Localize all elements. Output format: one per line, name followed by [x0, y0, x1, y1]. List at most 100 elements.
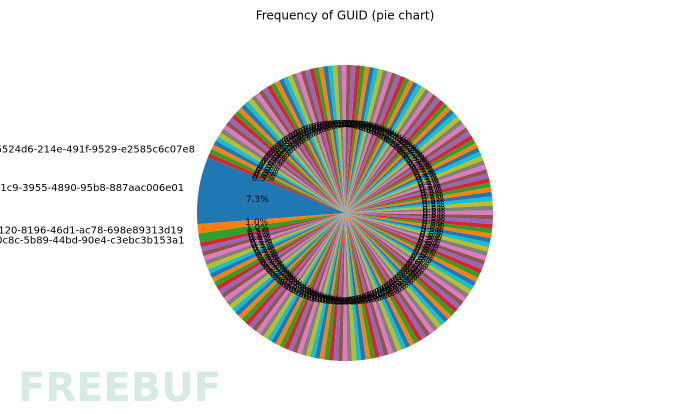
value-label: 0.5%: [418, 236, 441, 246]
pie-slice: [345, 112, 458, 213]
value-label: 0.5%: [384, 282, 407, 292]
value-label: 0.5%: [322, 120, 345, 130]
pie-slice: [197, 213, 345, 234]
pie-slice: [226, 213, 345, 306]
value-label: 0.5%: [374, 288, 397, 298]
pie-slice: [241, 213, 345, 323]
pie-slice: [234, 110, 345, 213]
pie-slice: [218, 213, 345, 295]
value-label: 0.5%: [279, 139, 302, 149]
value-label: 0.5%: [247, 228, 270, 238]
value-label: 0.5%: [352, 122, 375, 132]
pie-slice: [251, 95, 345, 213]
value-label: 0.5%: [288, 132, 311, 142]
value-label: 0.5%: [286, 283, 309, 293]
pie-slice: [345, 182, 491, 213]
value-label: 0.5%: [290, 131, 313, 141]
value-label: 0.5%: [422, 197, 445, 207]
pie-slice: [345, 213, 493, 220]
value-label: 0.5%: [410, 254, 433, 264]
value-label: 0.5%: [407, 258, 430, 268]
value-label: 0.5%: [248, 233, 271, 243]
pie-slice: [324, 213, 345, 361]
value-label: 0.5%: [419, 186, 442, 196]
value-label: 0.5%: [422, 211, 445, 221]
value-label: 0.5%: [325, 297, 348, 307]
pie-slice: [345, 213, 371, 360]
category-label: 17b41c9-3955-4890-95b8-887aac006e01: [0, 183, 184, 194]
pie-slice: [216, 213, 345, 291]
value-label: 0.5%: [411, 251, 434, 261]
pie-slice: [221, 213, 345, 298]
value-label: 0.5%: [378, 132, 401, 142]
pie-slice: [283, 213, 345, 350]
pie-slice: [314, 213, 345, 359]
pie-slice: [345, 139, 476, 213]
pie-slice: [345, 213, 474, 291]
pie-slice: [345, 213, 461, 309]
pie-slice: [345, 168, 488, 213]
value-label: 0.5%: [361, 124, 384, 134]
value-label: 0.5%: [396, 271, 419, 281]
value-label: 0.5%: [300, 126, 323, 136]
value-label: 0.5%: [267, 267, 290, 277]
value-label: 0.5%: [249, 236, 272, 246]
pie-slice: [345, 79, 414, 213]
pie-slice: [262, 87, 345, 213]
pie-slice: [345, 127, 469, 213]
pie-slice: [244, 101, 345, 213]
pie-slice: [345, 213, 407, 350]
pie-slice: [345, 213, 479, 282]
value-label: 0.5%: [258, 256, 281, 266]
value-label: 0.5%: [392, 275, 415, 285]
pie-slice: [204, 213, 345, 265]
pie-slice: [345, 213, 411, 348]
value-label: 0.5%: [388, 138, 411, 148]
value-label: 0.5%: [422, 200, 445, 210]
value-label: 0.5%: [288, 285, 311, 295]
pie-slice: [296, 71, 345, 213]
pie-slice: [345, 65, 356, 214]
pie-slice: [259, 213, 345, 337]
pie-slice: [300, 70, 345, 213]
pie-slice: [241, 104, 345, 213]
value-label: 0.5%: [364, 292, 387, 302]
value-label: 0.5%: [279, 279, 302, 289]
value-label: 0.5%: [341, 120, 364, 130]
value-label: 0.5%: [263, 155, 286, 165]
pie-slice: [345, 123, 466, 213]
pie-slice: [345, 210, 494, 215]
value-label: 7.3%: [246, 195, 269, 205]
value-label: 0.5%: [421, 192, 444, 202]
value-label: 0.5%: [251, 241, 274, 251]
value-label: 0.5%: [322, 297, 345, 307]
pie-slice: [199, 213, 345, 248]
value-label: 0.5%: [422, 205, 445, 215]
chart-title: Frequency of GUID (pie chart): [256, 9, 435, 23]
pie-slice: [345, 213, 490, 252]
pie-slice: [318, 66, 345, 213]
value-label: 0.5%: [284, 282, 307, 292]
pie-slice: [345, 213, 366, 361]
value-label: 0.5%: [257, 164, 280, 174]
pie-slice: [258, 89, 345, 213]
pie-slice: [310, 213, 345, 358]
pie-slice: [345, 94, 437, 213]
value-label: 0.5%: [255, 166, 278, 176]
pie-slice: [345, 70, 388, 213]
pie-slice: [345, 147, 480, 213]
pie-slice: [345, 213, 442, 329]
value-label: 0.5%: [422, 219, 445, 229]
value-label: 0.5%: [385, 136, 408, 146]
pie-slice: [209, 149, 345, 213]
value-label: 0.5%: [339, 120, 362, 130]
pie-slice: [203, 213, 345, 261]
pie-slice: [345, 213, 398, 353]
value-label: 0.5%: [253, 171, 276, 181]
value-label: 0.5%: [363, 125, 386, 135]
value-label: 0.5%: [347, 121, 370, 131]
pie-slice: [345, 72, 397, 214]
pie-slice: [345, 213, 493, 225]
